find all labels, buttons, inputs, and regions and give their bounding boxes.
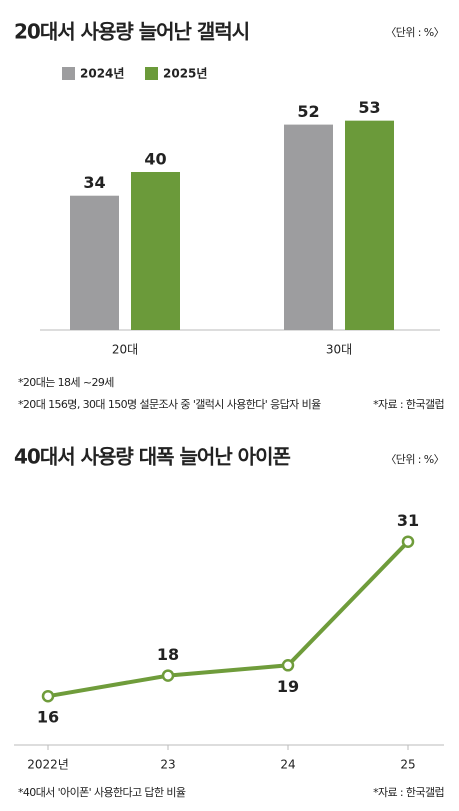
unit: 〈단위 : %〉	[385, 26, 444, 39]
unit: 〈단위 : %〉	[385, 453, 444, 466]
legend-swatch	[62, 67, 75, 80]
x-tick-label: 30대	[326, 343, 352, 357]
note: *40대서 '아이폰' 사용한다고 답한 비율	[18, 786, 186, 799]
point	[401, 535, 415, 548]
legend-swatch	[145, 67, 158, 80]
bar	[70, 195, 119, 330]
chart-title: 40대서 사용량 대폭 늘어난 아이폰	[14, 445, 290, 469]
point	[161, 669, 175, 682]
x-tick-label: 23	[160, 758, 175, 772]
x-tick-label: 2022년	[27, 758, 69, 772]
legend-label: 2025년	[163, 67, 207, 81]
point	[281, 659, 295, 672]
note: *20대는 18세 ~29세	[18, 376, 114, 389]
value-label: 53	[358, 98, 380, 117]
value-label: 31	[397, 511, 419, 530]
legend-label: 2024년	[80, 67, 124, 81]
source: *자료 : 한국갤럽	[373, 397, 444, 411]
point	[41, 689, 55, 703]
line	[47, 540, 410, 699]
note: *20대 156명, 30대 150명 설문조사 중 '갤럭시 사용한다' 응답…	[18, 398, 321, 411]
value-label: 34	[83, 173, 105, 192]
x-tick-label: 20대	[112, 343, 138, 357]
value-label: 52	[297, 102, 319, 121]
bar	[284, 124, 333, 330]
value-label: 16	[37, 708, 59, 727]
value-label: 19	[277, 677, 299, 696]
bar	[131, 172, 180, 330]
source: *자료 : 한국갤럽	[373, 785, 444, 799]
x-tick-label: 24	[280, 758, 295, 772]
x-tick-label: 25	[400, 758, 415, 772]
chart-title: 20대서 사용량 늘어난 갤럭시	[14, 20, 249, 44]
value-label: 18	[157, 645, 179, 664]
value-label: 40	[144, 150, 166, 169]
bar	[345, 120, 394, 331]
